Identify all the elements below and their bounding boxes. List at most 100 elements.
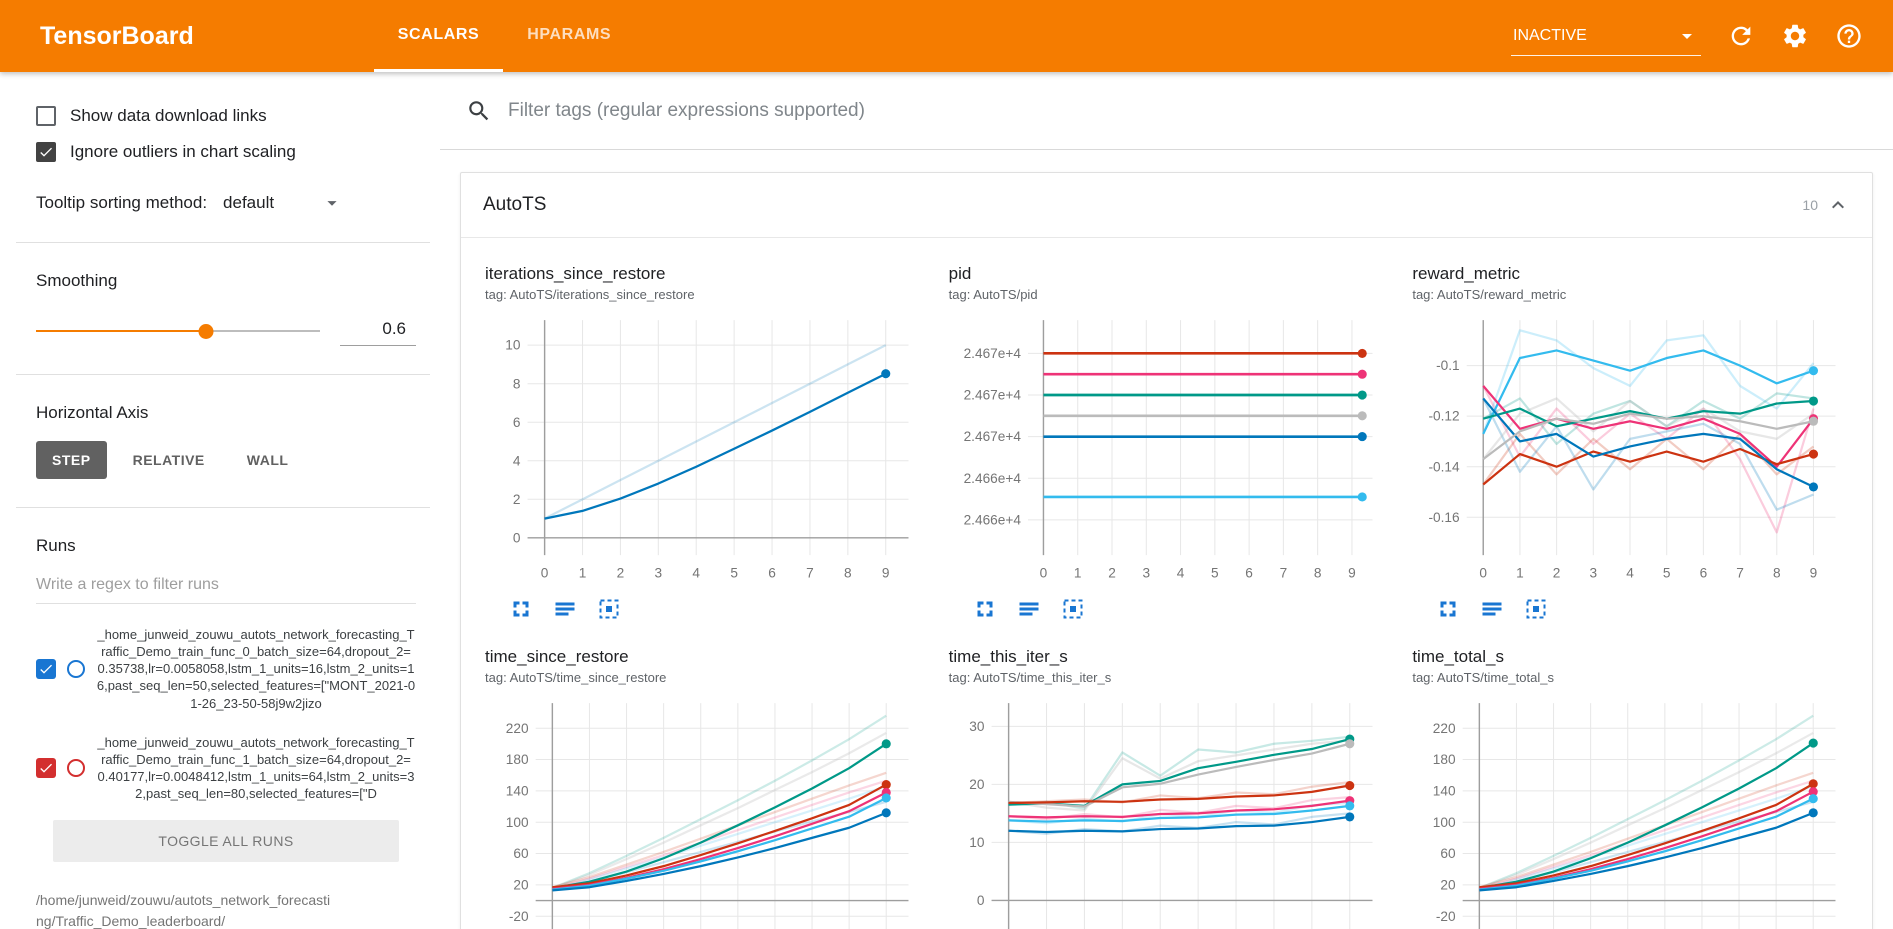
svg-text:8: 8	[1773, 565, 1781, 580]
scalar-chart[interactable]: 01234567893020100	[949, 693, 1385, 929]
axis-relative-button[interactable]: RELATIVE	[117, 441, 221, 479]
svg-text:6: 6	[513, 415, 521, 430]
svg-text:3: 3	[1142, 565, 1150, 580]
svg-text:-0.12: -0.12	[1429, 409, 1460, 424]
checkbox-unchecked-icon	[36, 106, 56, 126]
svg-text:5: 5	[1211, 565, 1219, 580]
runs-menu-icon[interactable]	[1480, 597, 1504, 621]
tooltip-sort-label: Tooltip sorting method:	[36, 193, 208, 212]
chart-tag: tag: AutoTS/time_this_iter_s	[948, 669, 1112, 685]
svg-text:2.467e+4: 2.467e+4	[963, 346, 1021, 361]
horizontal-axis-label: Horizontal Axis	[36, 403, 149, 422]
run-solo-radio[interactable]	[67, 759, 85, 778]
scalar-chart[interactable]: 0 1 2 3 4 5 6 7 8 9 0 2 4 6 8 10	[485, 310, 921, 591]
divider	[16, 242, 430, 243]
ignore-outliers-checkbox[interactable]: Ignore outliers in chart scaling	[36, 142, 416, 162]
chart-title: reward_metric	[1412, 264, 1521, 283]
chart-tag: tag: AutoTS/pid	[948, 287, 1038, 302]
svg-text:0: 0	[977, 893, 985, 908]
chart-title: pid	[948, 264, 972, 283]
svg-text:3: 3	[1590, 565, 1598, 580]
chevron-up-icon[interactable]	[1826, 193, 1850, 217]
caret-down-icon	[1675, 24, 1699, 48]
smoothing-slider-thumb[interactable]	[198, 323, 214, 339]
chart-title: time_this_iter_s	[948, 646, 1068, 666]
divider	[16, 507, 430, 508]
show-download-links-checkbox[interactable]: Show data download links	[36, 106, 416, 126]
chart-panel: reward_metric tag: AutoTS/reward_metric …	[1398, 252, 1862, 621]
svg-text:0: 0	[513, 530, 521, 545]
horizontal-axis-section: Horizontal Axis STEP RELATIVE WALL	[36, 403, 416, 479]
run-solo-radio[interactable]	[67, 659, 85, 678]
app-logo: TensorBoard	[40, 21, 194, 50]
chart-title: time_total_s	[1412, 646, 1504, 666]
runs-menu-icon[interactable]	[553, 597, 577, 621]
svg-text:4: 4	[692, 565, 700, 580]
help-icon[interactable]	[1835, 22, 1863, 50]
run-row[interactable]: _home_junweid_zouwu_autots_network_forec…	[36, 734, 416, 803]
svg-text:-0.16: -0.16	[1429, 510, 1460, 525]
tab-scalars[interactable]: SCALARS	[373, 0, 504, 72]
svg-text:2.467e+4: 2.467e+4	[963, 388, 1021, 403]
svg-text:2.466e+4: 2.466e+4	[963, 471, 1021, 486]
scalar-chart[interactable]: 0 1 2 3 4 5 6 7 8 9 2.467e+4 2.467e+4 2.467e+4 2.466e…	[949, 310, 1385, 591]
settings-gear-icon[interactable]	[1781, 22, 1809, 50]
scalar-chart[interactable]: 0 1 2 3 4 5 6 7 8 9 -0.1 -0.12 -0.14 -0.16	[1412, 310, 1848, 591]
scalar-chart[interactable]: 01234567892201801401006020-20	[485, 693, 921, 929]
svg-text:3: 3	[655, 565, 663, 580]
fit-domain-icon[interactable]	[1524, 597, 1548, 621]
smoothing-slider[interactable]	[36, 323, 320, 339]
fullscreen-icon[interactable]	[973, 597, 997, 621]
axis-wall-button[interactable]: WALL	[231, 441, 305, 479]
svg-text:60: 60	[1441, 846, 1457, 861]
svg-text:-20: -20	[509, 908, 529, 923]
card-chart-count: 10	[1802, 197, 1818, 213]
header-actions: INACTIVE	[1511, 0, 1893, 72]
checkbox-checked-icon	[36, 142, 56, 162]
run-checkbox-checked-icon[interactable]	[36, 758, 56, 779]
tooltip-sort-dropdown[interactable]: default	[223, 192, 343, 214]
tag-filter-input[interactable]	[508, 99, 1867, 122]
fullscreen-icon[interactable]	[509, 597, 533, 621]
svg-text:1: 1	[1516, 565, 1524, 580]
refresh-icon[interactable]	[1727, 22, 1755, 50]
runs-base-path: /home/junweid/zouwu/autots_network_forec…	[36, 892, 331, 929]
checkbox-label: Ignore outliers in chart scaling	[70, 142, 296, 161]
data-status-dropdown[interactable]: INACTIVE	[1511, 17, 1701, 56]
svg-text:1: 1	[1074, 565, 1082, 580]
runs-filter-input[interactable]	[36, 566, 416, 604]
toggle-all-runs-button[interactable]: TOGGLE ALL RUNS	[53, 820, 399, 863]
svg-text:2: 2	[1553, 565, 1561, 580]
svg-text:100: 100	[1433, 814, 1456, 829]
tab-hparams[interactable]: HPARAMS	[527, 25, 612, 43]
axis-step-button[interactable]: STEP	[36, 441, 107, 479]
tag-filter-row	[440, 72, 1893, 150]
svg-text:8: 8	[513, 376, 521, 391]
run-name: _home_junweid_zouwu_autots_network_forec…	[97, 734, 415, 802]
search-icon	[466, 98, 492, 124]
run-checkbox-checked-icon[interactable]	[36, 658, 56, 679]
svg-text:2: 2	[1108, 565, 1116, 580]
fit-domain-icon[interactable]	[597, 597, 621, 621]
svg-text:2: 2	[513, 492, 521, 507]
chart-panel: iterations_since_restore tag: AutoTS/ite…	[471, 252, 935, 621]
chart-tag: tag: AutoTS/time_total_s	[1412, 669, 1554, 685]
smoothing-section: Smoothing 0.6	[36, 271, 416, 346]
svg-text:220: 220	[1433, 720, 1456, 735]
chart-tag: tag: AutoTS/iterations_since_restore	[485, 287, 695, 302]
smoothing-slider-fill	[36, 329, 207, 332]
fit-domain-icon[interactable]	[1061, 597, 1085, 621]
scalar-chart[interactable]: 01234567892201801401006020-20	[1412, 693, 1848, 929]
chart-panel: time_this_iter_s tag: AutoTS/time_this_i…	[935, 635, 1399, 929]
run-row[interactable]: _home_junweid_zouwu_autots_network_forec…	[36, 626, 416, 712]
smoothing-value-field[interactable]: 0.6	[340, 315, 416, 346]
svg-text:7: 7	[806, 565, 814, 580]
runs-menu-icon[interactable]	[1017, 597, 1041, 621]
smoothing-label: Smoothing	[36, 271, 118, 290]
runs-label: Runs	[36, 536, 76, 555]
svg-text:10: 10	[969, 835, 985, 850]
card-header[interactable]: AutoTS 10	[461, 173, 1872, 238]
svg-text:20: 20	[969, 777, 985, 792]
fullscreen-icon[interactable]	[1436, 597, 1460, 621]
svg-text:60: 60	[513, 846, 529, 861]
